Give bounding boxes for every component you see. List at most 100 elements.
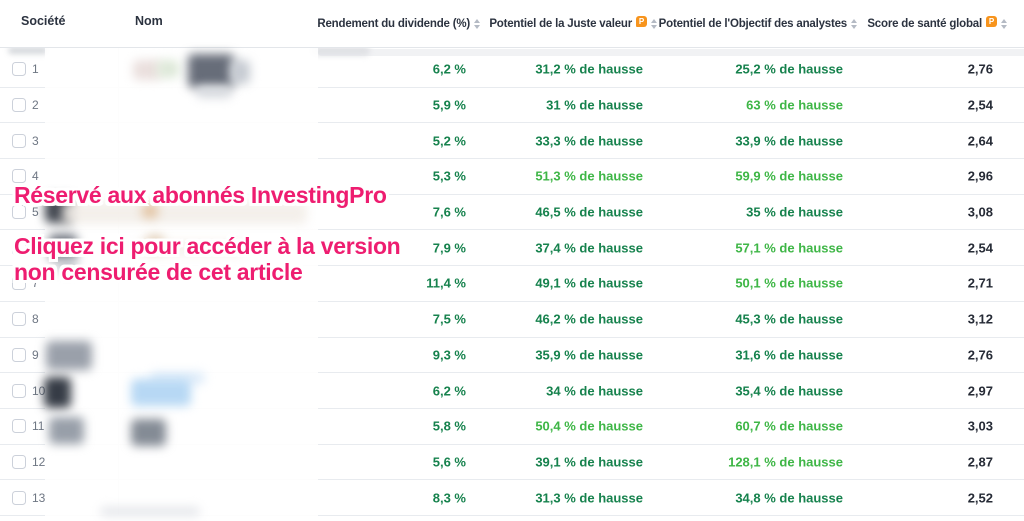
fair-value-cell: 46,5 % de hausse xyxy=(535,204,643,220)
dividend-yield-cell: 5,6 % xyxy=(432,454,466,470)
column-header-nom: Nom xyxy=(135,14,163,28)
blurred-artifact xyxy=(8,47,48,54)
row-number: 12 xyxy=(32,454,46,469)
fair-value-cell: 31 % de hausse xyxy=(546,97,643,113)
analyst-target-cell: 57,1 % de hausse xyxy=(735,240,843,256)
row-checkbox[interactable] xyxy=(12,419,26,434)
table-row: 7 11,4 % 49,1 % de hausse 50,1 % de haus… xyxy=(0,266,1024,302)
dividend-yield-cell: 5,3 % xyxy=(432,168,466,184)
health-score-cell: 3,12 xyxy=(967,311,993,327)
sort-arrows-icon[interactable] xyxy=(651,19,657,29)
pro-badge-icon: P xyxy=(986,15,997,27)
table-row: 3 5,2 % 33,3 % de hausse 33,9 % de hauss… xyxy=(0,123,1024,160)
blurred-name xyxy=(131,379,191,406)
row-checkbox[interactable] xyxy=(12,133,26,148)
analyst-target-cell: 35 % de hausse xyxy=(746,204,843,220)
row-checkbox[interactable] xyxy=(12,62,26,77)
blurred-name xyxy=(142,204,158,218)
scroll-shadow-band xyxy=(318,49,1024,56)
dividend-yield-cell: 7,9 % xyxy=(432,240,466,256)
blurred-name xyxy=(230,60,250,84)
health-score-cell: 3,03 xyxy=(967,418,993,434)
analyst-target-cell: 35,4 % de hausse xyxy=(735,383,843,399)
blurred-name xyxy=(196,86,232,98)
column-header-societe: Société xyxy=(21,14,66,28)
row-checkbox[interactable] xyxy=(12,240,26,255)
column-header-label: Score de santé global xyxy=(867,18,982,30)
row-number: 13 xyxy=(32,490,46,505)
blurred-name xyxy=(133,60,161,80)
column-header-analyst-target[interactable]: Potentiel de l'Objectif des analystes xyxy=(657,0,857,48)
blurred-name xyxy=(62,202,307,224)
fair-value-cell: 51,3 % de hausse xyxy=(535,168,643,184)
blurred-logo xyxy=(46,341,92,370)
row-checkbox[interactable] xyxy=(12,276,26,291)
health-score-cell: 2,76 xyxy=(967,61,993,77)
promo-link-line2: non censurée de cet article xyxy=(14,259,303,285)
analyst-target-cell: 128,1 % de hausse xyxy=(728,454,843,470)
row-number: 6 xyxy=(32,240,39,255)
health-score-cell: 2,96 xyxy=(967,168,993,184)
row-checkbox[interactable] xyxy=(12,383,26,398)
fair-value-cell: 31,2 % de hausse xyxy=(535,61,643,77)
column-header-health-score[interactable]: Score de santé global P xyxy=(857,0,1007,48)
dividend-yield-cell: 6,2 % xyxy=(432,61,466,77)
blurred-artifact xyxy=(310,45,370,56)
blurred-name xyxy=(188,54,234,88)
sort-arrows-icon[interactable] xyxy=(1001,19,1007,29)
table-row: 11 5,8 % 50,4 % de hausse 60,7 % de haus… xyxy=(0,409,1024,445)
dividend-yield-cell: 7,6 % xyxy=(432,204,466,220)
analyst-target-cell: 45,3 % de hausse xyxy=(735,311,843,327)
row-number: 8 xyxy=(32,312,39,327)
health-score-cell: 2,76 xyxy=(967,347,993,363)
dividend-yield-cell: 5,9 % xyxy=(432,97,466,113)
row-number: 7 xyxy=(32,276,39,291)
health-score-cell: 2,97 xyxy=(967,383,993,399)
table-header: Société Nom Rendement du dividende (%) P… xyxy=(0,0,1024,48)
censored-names-overlay xyxy=(45,48,318,516)
row-checkbox[interactable] xyxy=(12,490,26,505)
promo-subscribers-text: Réservé aux abonnés InvestingPro xyxy=(14,182,387,208)
row-number: 4 xyxy=(32,169,39,184)
fair-value-cell: 39,1 % de hausse xyxy=(535,454,643,470)
column-header-label: Potentiel de la Juste valeur xyxy=(489,18,632,30)
row-number: 11 xyxy=(32,419,45,434)
dividend-yield-cell: 8,3 % xyxy=(432,490,466,506)
blurred-logo xyxy=(44,377,71,408)
promo-link-line1: Cliquez ici pour accéder à la version xyxy=(14,233,401,259)
table-body: 1 6,2 % 31,2 % de hausse 25,2 % de hauss… xyxy=(0,52,1024,516)
sort-arrows-icon[interactable] xyxy=(474,19,480,29)
row-checkbox[interactable] xyxy=(12,454,26,469)
promo-uncensored-link[interactable]: Cliquez ici pour accéder à la version no… xyxy=(14,233,401,285)
sort-arrows-icon[interactable] xyxy=(851,19,857,29)
health-score-cell: 3,08 xyxy=(967,204,993,220)
fair-value-cell: 50,4 % de hausse xyxy=(535,418,643,434)
column-header-label: Potentiel de l'Objectif des analystes xyxy=(658,18,848,30)
table-row: 2 5,9 % 31 % de hausse 63 % de hausse 2,… xyxy=(0,88,1024,124)
table-row: 13 8,3 % 31,3 % de hausse 34,8 % de haus… xyxy=(0,480,1024,516)
analyst-target-cell: 31,6 % de hausse xyxy=(735,347,843,363)
health-score-cell: 2,64 xyxy=(967,133,993,149)
header-right-group: Rendement du dividende (%) Potentiel de … xyxy=(317,0,1007,48)
row-checkbox[interactable] xyxy=(12,347,26,362)
table-row: 10 6,2 % 34 % de hausse 35,4 % de hausse… xyxy=(0,373,1024,409)
table-row: 8 7,5 % 46,2 % de hausse 45,3 % de hauss… xyxy=(0,302,1024,338)
table-row: 4 5,3 % 51,3 % de hausse 59,9 % de hauss… xyxy=(0,159,1024,195)
row-checkbox[interactable] xyxy=(12,98,26,113)
health-score-cell: 2,71 xyxy=(967,275,993,291)
fair-value-cell: 31,3 % de hausse xyxy=(535,490,643,506)
row-checkbox[interactable] xyxy=(12,169,26,184)
table-row: 9 9,3 % 35,9 % de hausse 31,6 % de hauss… xyxy=(0,338,1024,374)
dividend-yield-cell: 11,4 % xyxy=(426,275,466,291)
blurred-artifact xyxy=(100,507,200,516)
analyst-target-cell: 33,9 % de hausse xyxy=(735,133,843,149)
analyst-target-cell: 59,9 % de hausse xyxy=(735,168,843,184)
analyst-target-cell: 60,7 % de hausse xyxy=(735,418,843,434)
table-row: 1 6,2 % 31,2 % de hausse 25,2 % de hauss… xyxy=(0,52,1024,88)
health-score-cell: 2,87 xyxy=(967,454,993,470)
column-header-fair-value[interactable]: Potentiel de la Juste valeur P xyxy=(480,0,657,48)
row-checkbox[interactable] xyxy=(12,205,26,220)
column-header-dividend[interactable]: Rendement du dividende (%) xyxy=(317,0,480,48)
row-checkbox[interactable] xyxy=(12,312,26,327)
